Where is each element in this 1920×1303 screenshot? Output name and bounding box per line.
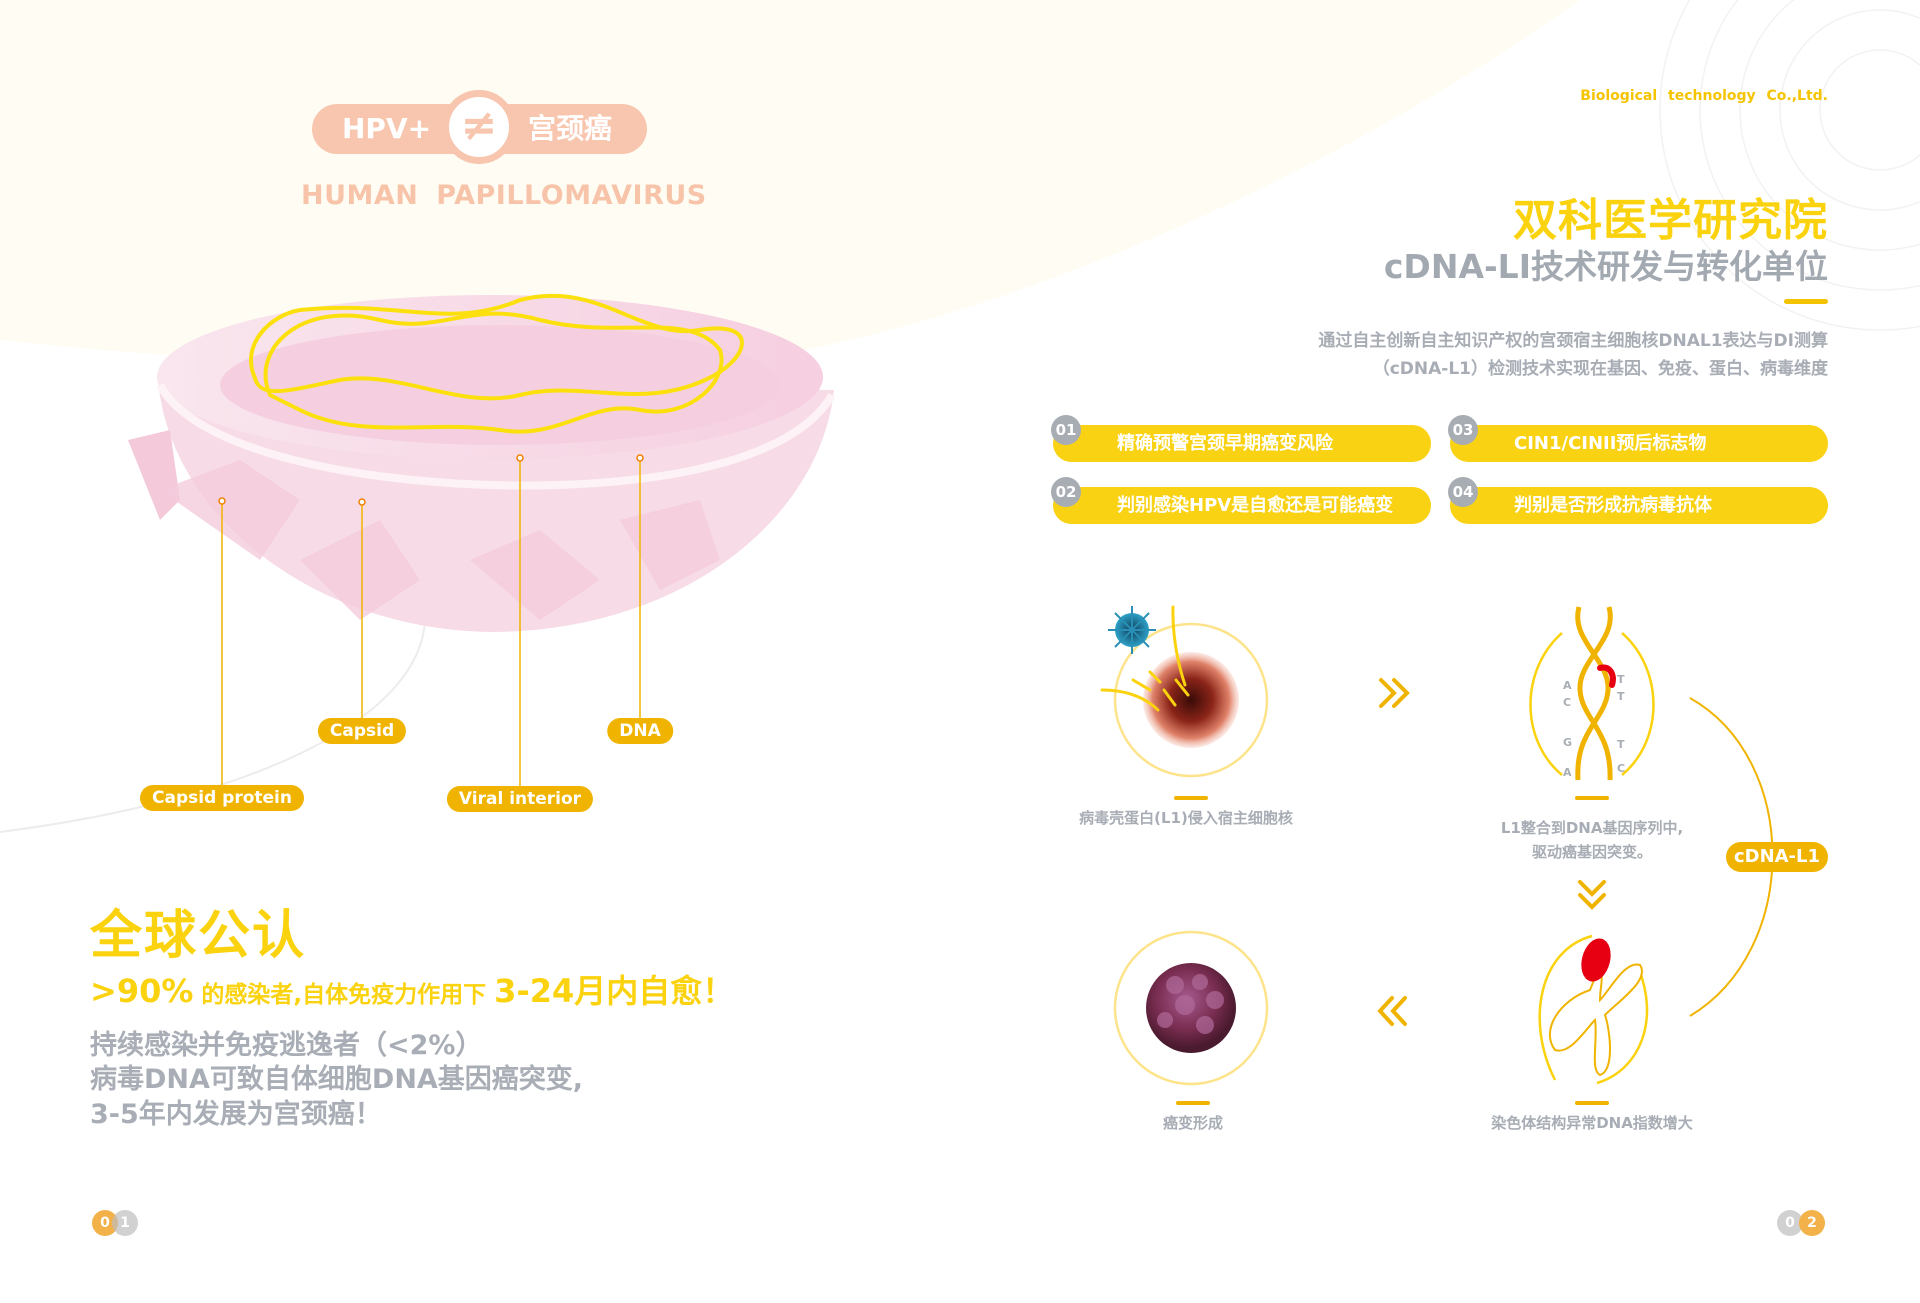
step4-caption: 癌变形成	[1162, 1114, 1224, 1132]
feature-number-badge: 04	[1448, 477, 1478, 507]
feature-text: 判别是否形成抗病毒抗体	[1514, 495, 1712, 516]
feature-pill: 判别是否形成抗病毒抗体	[1450, 487, 1828, 524]
stat-line: >90% 的感染者,自体免疫力作用下 3-24月内自愈！	[90, 966, 734, 1012]
dna-base: A	[1563, 766, 1572, 779]
cdna-l1-label: cDNA-L1	[1726, 842, 1828, 872]
cream-background-shape	[0, 0, 1580, 370]
decorative-arcs	[1659, 0, 1920, 331]
title-underline	[1784, 299, 1828, 304]
dna-base: T	[1617, 738, 1625, 751]
step2-caption: 驱动癌基因突变。	[1531, 843, 1653, 861]
feature-text: 精确预警宫颈早期癌变风险	[1117, 433, 1333, 454]
caption-bar	[1575, 1101, 1609, 1105]
step1-caption: 病毒壳蛋白(L1)侵入宿主细胞核	[1079, 809, 1293, 827]
headline: 全球公认	[90, 906, 307, 966]
chromosome-icon	[1538, 934, 1649, 1085]
body-line: 病毒DNA可致自体细胞DNA基因癌突变,	[90, 1064, 584, 1095]
step3-caption: 染色体结构异常DNA指数增大	[1491, 1114, 1693, 1132]
description-line: 通过自主创新自主知识产权的宫颈宿主细胞核DNAL1表达与DI测算	[1318, 331, 1828, 351]
feature-number-badge: 02	[1051, 477, 1081, 507]
hpv-virus-illustration	[128, 293, 836, 786]
label-viral-interior: Viral interior	[446, 786, 594, 812]
institute-subtitle: cDNA-LI技术研发与转化单位	[1383, 247, 1828, 286]
process-illustrations: A C G A T T T C	[1100, 605, 1774, 1086]
dna-base: T	[1617, 690, 1625, 703]
caption-bar	[1176, 1101, 1210, 1105]
label-dna: DNA	[607, 718, 673, 744]
feature-text: CIN1/CINII预后标志物	[1514, 433, 1707, 454]
tumor-icon	[1146, 963, 1236, 1053]
body-line: 3-5年内发展为宫颈癌！	[90, 1099, 382, 1130]
cell-nucleus-icon	[1143, 652, 1239, 748]
double-chevron-left-icon	[1377, 996, 1407, 1026]
label-capsid: Capsid	[317, 718, 407, 744]
caption-bar	[1575, 796, 1609, 800]
not-equal-icon: ≠	[442, 90, 516, 164]
feature-number-badge: 01	[1051, 415, 1081, 445]
step2-caption: L1整合到DNA基因序列中,	[1500, 819, 1684, 837]
dna-base: C	[1563, 696, 1571, 709]
virus-icon	[1108, 606, 1156, 654]
header-subtitle: HUMAN PAPILLOMAVIRUS	[301, 180, 707, 211]
caption-bar	[1174, 796, 1208, 800]
company-name: Biological technology Co.,Ltd.	[1580, 88, 1828, 104]
description-line: （cDNA-L1）检测技术实现在基因、免疫、蛋白、病毒维度	[1372, 359, 1828, 379]
stat-middle: 的感染者,自体免疫力作用下	[193, 982, 495, 1008]
stat-highlight: 3-24月内自愈！	[494, 972, 735, 1010]
feature-number-badge: 03	[1448, 415, 1478, 445]
double-chevron-right-icon	[1379, 678, 1410, 708]
page-number-digit: 1	[112, 1210, 138, 1236]
header-hpv-text: HPV+	[342, 112, 432, 145]
decorative-curve	[0, 619, 426, 833]
feature-pill: 判别感染HPV是自愈还是可能癌变	[1053, 487, 1431, 524]
dna-base: A	[1563, 679, 1572, 692]
body-line: 持续感染并免疫逃逸者（<2%）	[90, 1030, 483, 1061]
cell-ring	[1113, 622, 1269, 778]
dna-base: C	[1617, 762, 1625, 775]
dna-base: G	[1563, 736, 1572, 749]
header-cervical-cancer-text: 宫颈癌	[528, 112, 613, 145]
label-capsid-protein: Capsid protein	[140, 785, 304, 811]
stat-percent: >90%	[90, 972, 194, 1010]
dna-helix-icon: A C G A T T T C	[1529, 606, 1655, 781]
feature-text: 判别感染HPV是自愈还是可能癌变	[1117, 495, 1394, 516]
feature-pill: CIN1/CINII预后标志物	[1450, 425, 1828, 462]
page-number-digit: 2	[1799, 1210, 1825, 1236]
institute-title: 双科医学研究院	[1513, 195, 1828, 246]
dna-base: T	[1617, 673, 1625, 686]
double-chevron-down-icon	[1578, 880, 1606, 910]
page-number-digit: 0	[1777, 1210, 1803, 1236]
feature-pill: 精确预警宫颈早期癌变风险	[1053, 425, 1431, 462]
